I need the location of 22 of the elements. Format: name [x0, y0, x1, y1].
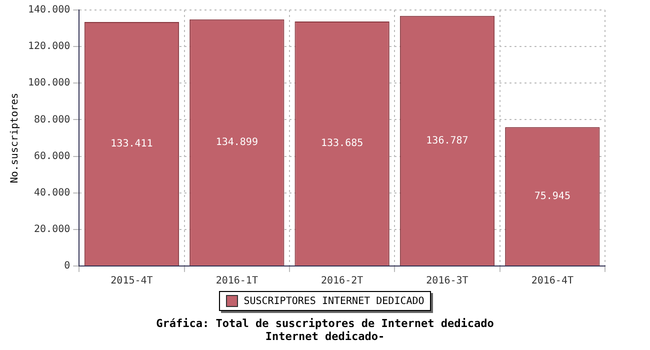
y-tick-label: 120.000	[28, 41, 70, 52]
y-tick-label: 20.000	[34, 224, 70, 236]
x-tick-label: 2016-1T	[216, 276, 258, 287]
y-tick-label: 80.000	[34, 114, 70, 126]
x-tick-label: 2016-3T	[426, 276, 468, 287]
x-tick-label: 2015-4T	[110, 276, 153, 287]
x-tick-label: 2016-4T	[531, 276, 574, 287]
y-tick-label: 100.000	[28, 78, 70, 89]
text: SUSCRIPTORES INTERNET DEDICADO	[244, 296, 424, 306]
y-tick-label: 140.000	[28, 4, 70, 16]
y-tick-label: 60.000	[34, 150, 70, 162]
data-label: 136.787	[426, 135, 468, 146]
text: Gráfica: Total de suscriptores de Internet dedicado	[155, 317, 495, 330]
y-tick-label: 0	[64, 260, 70, 272]
text: Internet dedicado-	[264, 330, 386, 343]
data-label: 133.411	[110, 138, 153, 150]
data-label: 75.945	[534, 190, 570, 202]
y-axis-title: No.suscriptores	[10, 92, 21, 184]
data-label: 133.685	[320, 138, 364, 150]
data-label: 134.899	[216, 137, 258, 148]
x-tick-label: 2016-2T	[320, 276, 364, 287]
y-tick-label: 40.000	[34, 187, 70, 198]
